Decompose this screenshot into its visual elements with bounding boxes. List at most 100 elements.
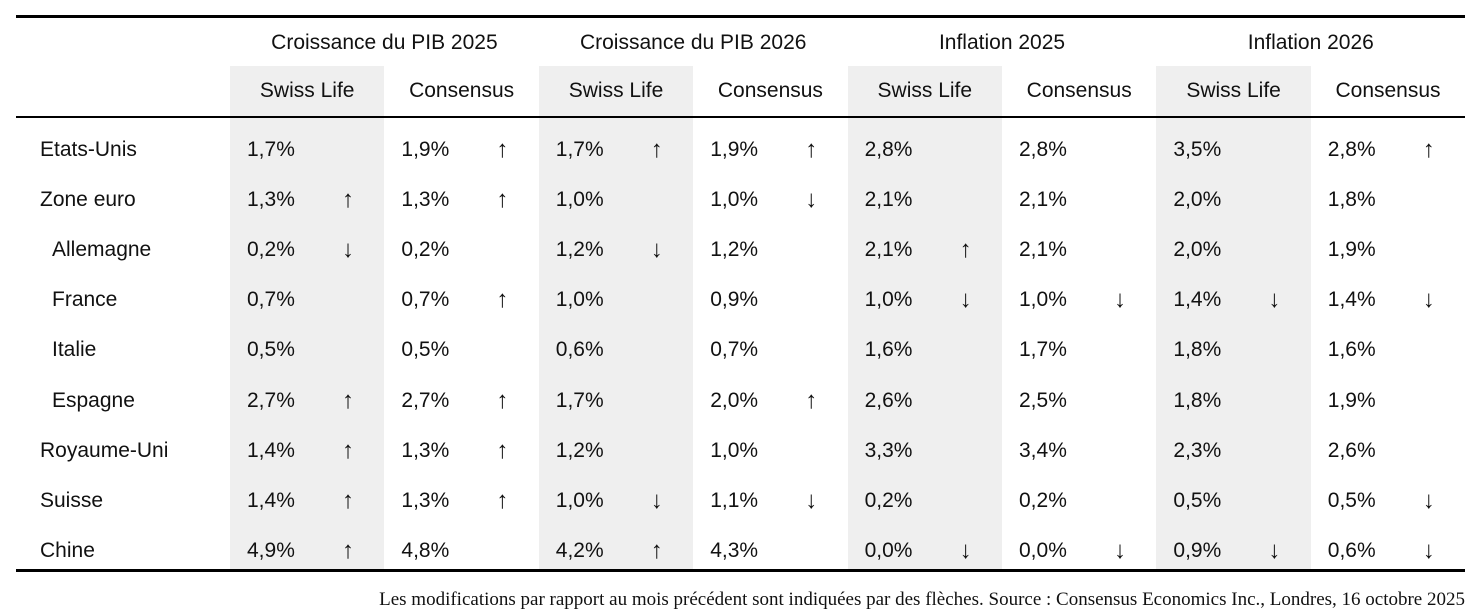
cell-value: 0,7% xyxy=(247,288,295,312)
cell-value: 0,5% xyxy=(401,338,450,362)
column-header: Swiss Life xyxy=(877,79,973,102)
cell-value: 1,0% xyxy=(1019,288,1067,312)
column-header: Swiss Life xyxy=(1186,79,1281,102)
column-shade xyxy=(230,66,385,571)
cell-value: 1,0% xyxy=(864,288,913,312)
change-arrow: ↑ xyxy=(496,186,509,214)
cell-value: 2,1% xyxy=(864,238,913,262)
cell-value: 1,8% xyxy=(1327,188,1376,212)
cell-value: 3,5% xyxy=(1173,138,1222,161)
cell-value: 1,2% xyxy=(710,238,759,262)
cell-value: 0,0% xyxy=(864,538,913,562)
change-arrow: ↑ xyxy=(959,236,972,264)
cell-value: 1,2% xyxy=(555,438,604,462)
cell-value: 0,2% xyxy=(864,488,913,512)
cell-value: 2,6% xyxy=(1327,438,1376,462)
change-arrow: ↑ xyxy=(1422,136,1435,163)
cell-value: 1,3% xyxy=(247,188,295,212)
cell-value: 0,2% xyxy=(247,238,295,262)
row-label: Espagne xyxy=(52,388,135,412)
cell-value: 1,4% xyxy=(1327,288,1376,312)
change-arrow: ↑ xyxy=(342,386,354,414)
row-label: Suisse xyxy=(40,488,104,512)
cell-value: 1,8% xyxy=(1173,388,1222,412)
cell-value: 0,5% xyxy=(1173,488,1222,512)
cell-value: 0,0% xyxy=(1019,538,1067,562)
cell-value: 2,1% xyxy=(1019,188,1067,212)
cell-value: 1,0% xyxy=(555,288,604,312)
change-arrow: ↑ xyxy=(496,486,509,514)
row-label: France xyxy=(52,288,118,312)
change-arrow: ↓ xyxy=(1422,536,1435,564)
change-arrow: ↑ xyxy=(496,136,509,163)
column-header: Swiss Life xyxy=(568,79,664,102)
column-shade xyxy=(1156,66,1311,571)
group-header: Croissance du PIB 2025 xyxy=(271,31,498,54)
change-arrow: ↓ xyxy=(959,536,972,564)
cell-value: 0,5% xyxy=(1327,488,1376,512)
row-label: Etats-Unis xyxy=(40,138,137,161)
change-arrow: ↓ xyxy=(1422,486,1435,514)
cell-value: 1,9% xyxy=(710,138,759,161)
column-header: Consensus xyxy=(409,79,515,102)
column-shade xyxy=(847,66,1002,571)
cell-value: 1,3% xyxy=(401,488,450,512)
cell-value: 0,2% xyxy=(1019,488,1067,512)
cell-value: 3,3% xyxy=(864,438,913,462)
row-label: Royaume-Uni xyxy=(40,438,169,462)
cell-value: 2,0% xyxy=(710,388,759,412)
cell-value: 0,6% xyxy=(1327,538,1376,562)
change-arrow: ↑ xyxy=(805,136,818,163)
row-label: Chine xyxy=(40,538,95,562)
column-header: Consensus xyxy=(1026,79,1132,102)
top-rule xyxy=(16,15,1465,18)
cell-value: 1,0% xyxy=(555,488,604,512)
header-rule xyxy=(16,116,1465,118)
change-arrow: ↓ xyxy=(1114,286,1126,314)
cell-value: 1,0% xyxy=(555,188,604,212)
change-arrow: ↓ xyxy=(1422,286,1435,314)
cell-value: 1,4% xyxy=(1173,288,1222,312)
change-arrow: ↓ xyxy=(650,486,663,514)
cell-value: 1,7% xyxy=(555,138,604,161)
change-arrow: ↓ xyxy=(650,236,663,264)
change-arrow: ↓ xyxy=(959,286,972,314)
cell-value: 1,7% xyxy=(247,138,295,161)
change-arrow: ↑ xyxy=(342,436,354,464)
change-arrow: ↓ xyxy=(342,236,354,264)
footnote: Les modifications par rapport au mois pr… xyxy=(379,589,1465,610)
cell-value: 2,1% xyxy=(864,188,913,212)
column-header: Swiss Life xyxy=(259,79,355,102)
cell-value: 1,9% xyxy=(1327,388,1376,412)
cell-value: 1,2% xyxy=(555,238,604,262)
cell-value: 2,8% xyxy=(1019,138,1067,161)
change-arrow: ↑ xyxy=(342,536,354,564)
change-arrow: ↑ xyxy=(342,186,354,214)
cell-value: 1,7% xyxy=(1019,338,1067,362)
bottom-rule xyxy=(16,569,1465,572)
column-shade xyxy=(538,66,694,571)
cell-value: 0,7% xyxy=(401,288,450,312)
cell-value: 2,7% xyxy=(247,388,295,412)
cell-value: 0,2% xyxy=(401,238,450,262)
cell-value: 1,4% xyxy=(247,438,295,462)
row-label: Zone euro xyxy=(40,188,136,212)
cell-value: 1,4% xyxy=(247,488,295,512)
group-header: Inflation 2026 xyxy=(1247,31,1374,54)
cell-value: 1,7% xyxy=(555,388,604,412)
cell-value: 1,6% xyxy=(864,338,913,362)
row-label: Allemagne xyxy=(52,238,152,262)
cell-value: 2,8% xyxy=(1327,138,1376,161)
cell-value: 2,3% xyxy=(1173,438,1222,462)
cell-value: 4,8% xyxy=(401,538,450,562)
cell-value: 1,9% xyxy=(401,138,450,161)
cell-value: 4,9% xyxy=(247,538,295,562)
change-arrow: ↑ xyxy=(650,536,663,564)
cell-value: 0,5% xyxy=(247,338,295,362)
cell-value: 2,0% xyxy=(1173,188,1222,212)
change-arrow: ↓ xyxy=(805,186,818,214)
change-arrow: ↓ xyxy=(805,486,818,514)
change-arrow: ↓ xyxy=(1268,536,1281,564)
cell-value: 1,3% xyxy=(401,438,450,462)
cell-value: 2,6% xyxy=(864,388,913,412)
